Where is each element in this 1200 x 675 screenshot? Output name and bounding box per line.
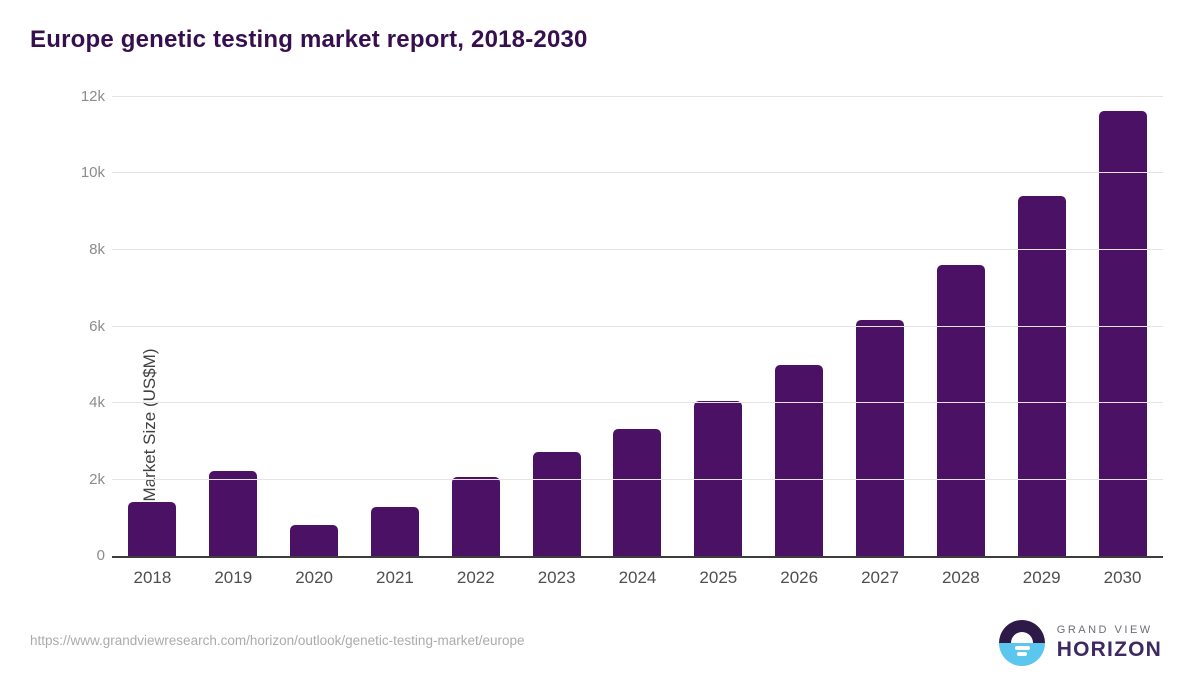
y-tick-label-10k: 10k [80,164,105,182]
bar-2029 [1017,196,1066,556]
bar-2022 [451,477,500,556]
x-tick-label-2029: 2029 [1022,568,1061,587]
bar-2019 [209,471,258,556]
y-tick-label-12k: 12k [80,88,105,105]
x-axis-labels: 2018 2019 2020 2021 2022 2023 2024 2025 2026 2027… [112,568,1163,588]
bar-slot-2027 [840,97,921,556]
page-title: Europe genetic testing market report, 20… [30,26,588,53]
brand-text: GRAND VIEW HORIZON [1057,624,1162,662]
bar-slot-2030 [1082,97,1163,556]
x-tick-label-2021: 2021 [376,568,414,587]
y-tick-label-0: 0 [96,547,105,564]
brand-name-bottom: HORIZON [1056,638,1162,661]
x-tick-label-2028: 2028 [941,568,980,587]
y-tick-label-2k: 2k [89,470,105,488]
water-ripple-shape [1016,652,1027,656]
bar-slot-2023 [516,97,597,556]
bar-slot-2018 [112,97,193,556]
x-tick-label-2018: 2018 [133,568,172,587]
plot-area: Market Size (US$M) 0 2k 4k 6k 8k 10k 12k [81,88,1163,564]
gridline-8k [112,248,1163,250]
bar-slot-2021 [355,97,436,556]
bar-2027 [856,320,905,556]
bars-container [112,97,1163,556]
gridline-2k [112,478,1163,480]
bar-slot-2026 [759,97,840,556]
x-tick-label-2024: 2024 [618,568,657,587]
bar-2026 [775,364,824,556]
bar-2025 [694,400,743,556]
bar-slot-2025 [678,97,759,556]
bar-slot-2022 [435,97,516,556]
x-tick-label-2026: 2026 [780,568,819,587]
bar-slot-2019 [193,97,274,556]
bar-2024 [613,429,662,556]
gridline-6k [112,325,1163,327]
gridline-10k [112,172,1163,174]
gridline-12k [112,96,1163,97]
x-tick-label-2020: 2020 [295,568,334,587]
x-tick-label-2022: 2022 [456,568,495,587]
gridline-4k [112,401,1163,403]
y-tick-label-6k: 6k [89,317,105,335]
source-url: https://www.grandviewresearch.com/horizo… [30,633,525,648]
x-tick-label-2025: 2025 [699,568,738,587]
x-tick-label-2030: 2030 [1103,568,1142,587]
bar-2023 [532,452,581,556]
grand-view-horizon-icon [998,620,1045,666]
brand-logo: GRAND VIEW HORIZON [998,620,1162,666]
bar-2021 [370,507,419,556]
water-ripple-shape [1014,646,1030,650]
bar-2018 [128,502,177,556]
bar-slot-2024 [597,97,678,556]
x-tick-label-2019: 2019 [214,568,253,587]
bar-2028 [936,265,985,556]
sunrise-dome-shape [1010,632,1033,643]
bar-2030 [1098,110,1147,556]
bar-slot-2029 [1001,97,1082,556]
brand-name-top: GRAND VIEW [1056,624,1153,636]
y-tick-label-8k: 8k [89,240,105,258]
x-tick-label-2023: 2023 [537,568,576,587]
bar-slot-2028 [920,97,1001,556]
bar-slot-2020 [274,97,355,556]
x-tick-label-2027: 2027 [861,568,899,587]
bar-2020 [290,525,339,556]
y-tick-label-4k: 4k [89,393,105,411]
